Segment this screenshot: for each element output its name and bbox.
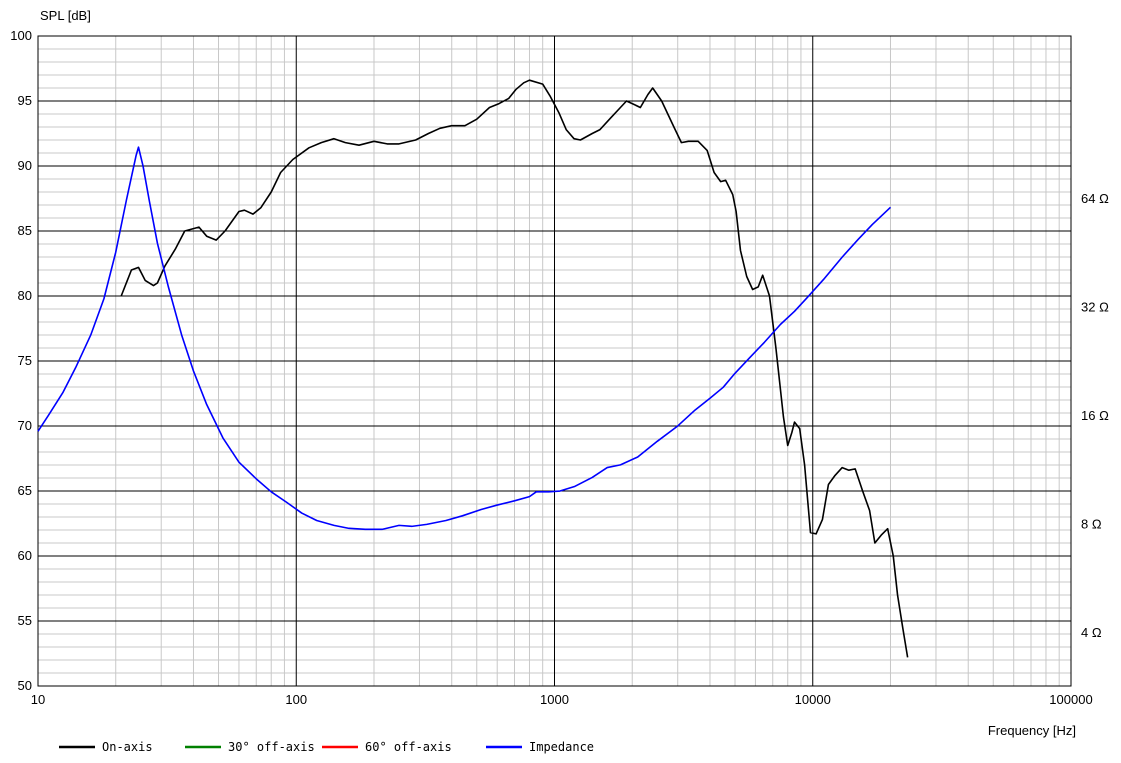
y-tick-label: 80 xyxy=(18,288,32,303)
y-axis-label: SPL [dB] xyxy=(40,8,91,23)
y-tick-label: 85 xyxy=(18,223,32,238)
y2-tick-label: 64 Ω xyxy=(1081,191,1109,206)
y-tick-label: 100 xyxy=(10,28,32,43)
series-layer xyxy=(37,79,909,658)
y-tick-label: 60 xyxy=(18,548,32,563)
y-tick-label: 65 xyxy=(18,483,32,498)
y2-tick-label: 8 Ω xyxy=(1081,516,1102,531)
legend-label-on-axis: On-axis xyxy=(102,740,153,754)
legend-label-impedance: Impedance xyxy=(529,740,594,754)
y-tick-label: 95 xyxy=(18,93,32,108)
y-tick-label: 55 xyxy=(18,613,32,628)
y2-tick-label: 4 Ω xyxy=(1081,625,1102,640)
y-tick-label: 70 xyxy=(18,418,32,433)
y-tick-label: 75 xyxy=(18,353,32,368)
y-tick-labels: 50 55 60 65 70 75 80 85 90 95 100 xyxy=(10,28,32,693)
legend: On-axis 30° off-axis 60° off-axis Impedance xyxy=(59,740,594,754)
y-tick-label: 90 xyxy=(18,158,32,173)
x-axis-label: Frequency [Hz] xyxy=(988,723,1076,738)
y2-tick-label: 32 Ω xyxy=(1081,299,1109,314)
series-line-impedance xyxy=(37,146,892,531)
y2-tick-label: 16 Ω xyxy=(1081,408,1109,423)
x-tick-label: 10000 xyxy=(795,692,831,707)
x-tick-label: 10 xyxy=(31,692,45,707)
x-tick-label: 1000 xyxy=(540,692,569,707)
legend-label-30-off-axis: 30° off-axis xyxy=(228,740,315,754)
plot-frame xyxy=(37,35,1072,687)
y2-tick-labels: 4 Ω 8 Ω 16 Ω 32 Ω 64 Ω xyxy=(1081,191,1109,640)
series-line-on-axis xyxy=(120,79,909,658)
x-tick-labels: 10 100 1000 10000 100000 xyxy=(31,692,1093,707)
x-tick-label: 100000 xyxy=(1049,692,1092,707)
x-tick-label: 100 xyxy=(285,692,307,707)
y-tick-label: 50 xyxy=(18,678,32,693)
legend-label-60-off-axis: 60° off-axis xyxy=(365,740,452,754)
